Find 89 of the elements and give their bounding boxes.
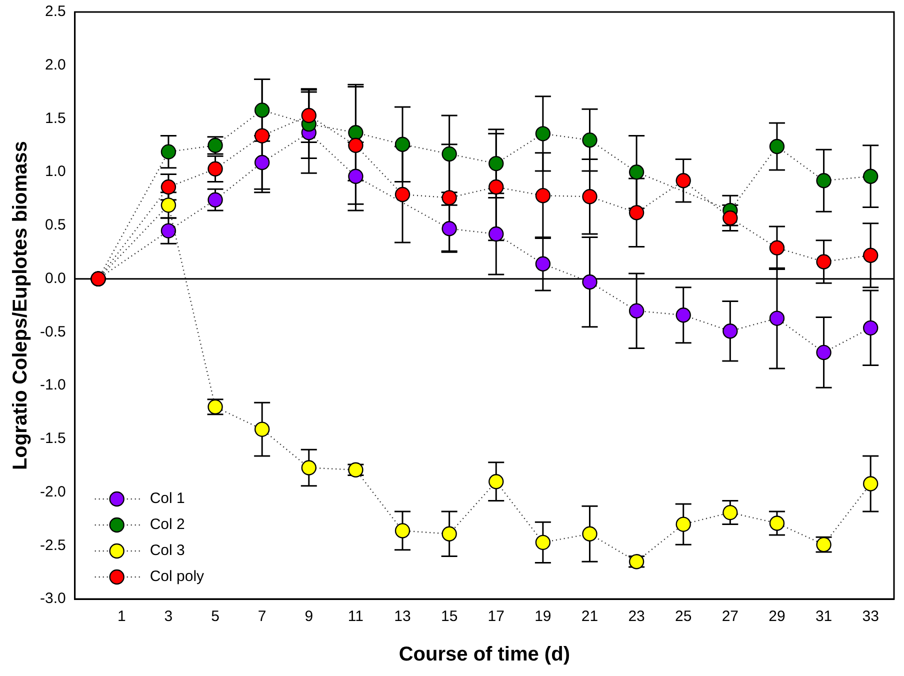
point	[769, 310, 785, 326]
point	[628, 303, 644, 318]
point	[676, 516, 691, 532]
point	[254, 422, 270, 437]
point	[160, 144, 176, 160]
point	[816, 254, 832, 270]
point	[862, 320, 878, 336]
y-tick-label: 2.5	[44, 3, 66, 20]
point	[254, 128, 270, 144]
point	[442, 146, 457, 162]
legend-label: Col 3	[150, 542, 185, 560]
point	[769, 516, 785, 531]
point	[394, 186, 410, 202]
point	[488, 179, 504, 195]
point	[769, 240, 785, 256]
legend-label: Col 1	[150, 490, 185, 508]
point	[582, 526, 598, 542]
point	[535, 126, 551, 142]
point	[862, 248, 878, 263]
point	[535, 256, 551, 272]
x-tick-label: 9	[304, 608, 314, 626]
point	[160, 198, 176, 213]
point	[488, 156, 504, 172]
point	[628, 164, 644, 180]
point	[208, 192, 223, 208]
point	[394, 523, 410, 538]
x-tick-label: 15	[440, 608, 458, 626]
y-tick-label: -1.0	[40, 376, 66, 394]
legend-label: Col poly	[150, 568, 205, 586]
point	[254, 154, 270, 170]
point	[348, 168, 364, 184]
point	[722, 324, 738, 339]
x-tick-label: 27	[722, 608, 739, 626]
x-tick-label: 29	[768, 608, 786, 626]
point	[676, 308, 691, 323]
point	[676, 173, 691, 188]
point	[301, 460, 316, 476]
point	[862, 476, 878, 492]
point	[816, 173, 832, 188]
x-tick-label: 25	[675, 608, 692, 626]
point	[862, 168, 878, 184]
legend-label: Col 2	[150, 516, 185, 534]
point	[816, 344, 832, 360]
point	[582, 132, 598, 148]
point	[582, 189, 598, 204]
x-tick-label: 19	[534, 608, 552, 626]
y-axis-title: Logratio Coleps/Euplotes biomass	[10, 141, 32, 470]
y-tick-label: 2.0	[44, 56, 66, 74]
y-tick-label: 0.0	[44, 270, 66, 287]
point	[488, 474, 504, 490]
point	[442, 221, 457, 236]
x-tick-label: 23	[628, 608, 645, 626]
y-tick-label: 1.5	[44, 110, 66, 127]
y-tick-label: -2.5	[40, 536, 66, 554]
point	[582, 274, 598, 290]
x-tick-label: 21	[581, 608, 598, 626]
point	[160, 179, 176, 195]
point	[769, 138, 785, 154]
point	[348, 138, 364, 154]
point	[254, 102, 270, 118]
x-axis-title: Course of time (d)	[398, 644, 570, 666]
x-tick-label: 31	[815, 608, 832, 626]
x-tick-label: 17	[488, 608, 504, 626]
x-tick-label: 11	[348, 608, 364, 626]
point	[160, 223, 176, 238]
x-tick-label: 7	[258, 608, 266, 626]
x-tick-label: 5	[211, 608, 220, 626]
point	[722, 504, 738, 520]
y-tick-label: -3.0	[40, 590, 66, 608]
y-tick-label: -2.0	[40, 483, 66, 500]
point	[208, 161, 223, 176]
y-tick-label: -0.5	[40, 323, 66, 340]
point	[488, 226, 504, 242]
point	[301, 108, 316, 124]
y-tick-label: -1.5	[40, 430, 66, 448]
point	[535, 534, 551, 550]
point	[722, 210, 738, 226]
point	[394, 136, 410, 152]
point	[442, 190, 457, 206]
point	[535, 188, 551, 204]
x-tick-label: 3	[164, 608, 173, 626]
point	[348, 125, 364, 140]
x-tick-label: 33	[862, 608, 879, 626]
x-tick-label: 13	[394, 608, 411, 626]
x-tick-label: 1	[117, 608, 126, 626]
y-tick-label: 0.5	[44, 216, 66, 234]
y-tick-label: 1.0	[44, 163, 66, 180]
point	[628, 205, 644, 220]
point	[442, 526, 457, 542]
